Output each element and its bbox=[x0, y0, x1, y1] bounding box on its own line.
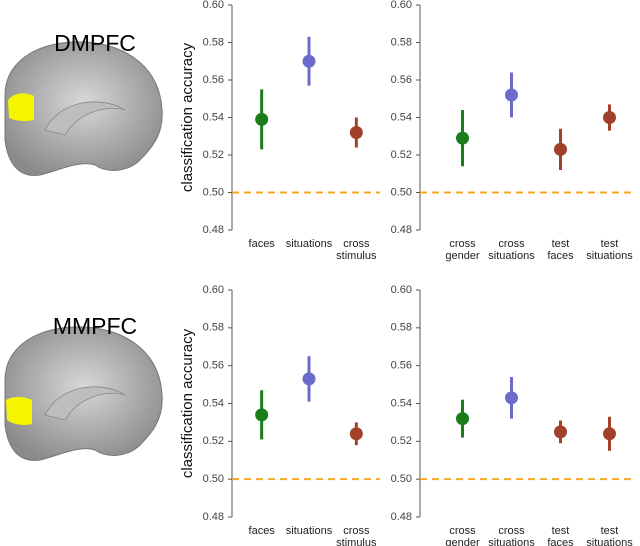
y-tick-label: 0.56 bbox=[203, 74, 224, 86]
data-point bbox=[603, 111, 616, 124]
y-axis-label: classification accuracy bbox=[179, 328, 196, 478]
data-point bbox=[603, 427, 616, 441]
y-tick-label: 0.58 bbox=[391, 36, 412, 48]
x-tick-label: cross situations bbox=[488, 238, 535, 262]
y-tick-label: 0.54 bbox=[391, 397, 412, 409]
data-point bbox=[505, 391, 518, 405]
x-tick-label: cross gender bbox=[445, 525, 480, 546]
y-tick-label: 0.52 bbox=[203, 149, 224, 161]
y-tick-label: 0.54 bbox=[391, 111, 412, 123]
y-tick-label: 0.52 bbox=[391, 149, 412, 161]
y-tick-label: 0.60 bbox=[203, 0, 224, 11]
x-tick-label: situations bbox=[286, 525, 333, 537]
data-point bbox=[255, 408, 269, 422]
y-tick-label: 0.48 bbox=[391, 224, 412, 236]
data-point bbox=[456, 412, 469, 426]
x-tick-label: situations bbox=[286, 238, 333, 250]
x-tick-label: test faces bbox=[547, 525, 574, 546]
roi-label: MMPFC bbox=[53, 313, 137, 339]
data-point bbox=[255, 112, 269, 126]
x-tick-label: cross stimulus bbox=[336, 238, 377, 262]
data-point bbox=[456, 131, 469, 145]
y-tick-label: 0.50 bbox=[203, 473, 224, 485]
y-tick-label: 0.52 bbox=[203, 435, 224, 447]
data-point bbox=[349, 126, 363, 139]
y-tick-label: 0.54 bbox=[203, 397, 224, 409]
x-tick-label: test faces bbox=[547, 238, 574, 262]
y-tick-label: 0.58 bbox=[203, 322, 224, 334]
y-tick-label: 0.56 bbox=[391, 360, 412, 372]
y-tick-label: 0.48 bbox=[391, 511, 412, 523]
y-tick-label: 0.54 bbox=[203, 111, 224, 123]
brain-image bbox=[4, 41, 163, 176]
data-point bbox=[554, 425, 567, 439]
y-tick-label: 0.60 bbox=[391, 284, 412, 296]
y-tick-label: 0.56 bbox=[391, 74, 412, 86]
x-tick-label: test situations bbox=[586, 525, 633, 546]
data-point bbox=[349, 427, 363, 441]
y-tick-label: 0.50 bbox=[391, 473, 412, 485]
y-tick-label: 0.58 bbox=[203, 36, 224, 48]
x-tick-label: cross stimulus bbox=[336, 525, 377, 546]
y-tick-label: 0.60 bbox=[391, 0, 412, 11]
roi-label: DMPFC bbox=[54, 30, 136, 56]
y-tick-label: 0.48 bbox=[203, 224, 224, 236]
y-tick-label: 0.60 bbox=[203, 284, 224, 296]
data-point bbox=[554, 142, 567, 156]
y-tick-label: 0.48 bbox=[203, 511, 224, 523]
y-tick-label: 0.56 bbox=[203, 360, 224, 372]
y-tick-label: 0.58 bbox=[391, 322, 412, 334]
data-point bbox=[505, 88, 518, 102]
x-tick-label: cross gender bbox=[445, 238, 480, 262]
data-point bbox=[302, 372, 316, 386]
brain-image bbox=[4, 326, 163, 461]
y-tick-label: 0.52 bbox=[391, 435, 412, 447]
x-tick-label: test situations bbox=[586, 238, 633, 262]
y-axis-label: classification accuracy bbox=[179, 42, 196, 192]
x-tick-label: cross situations bbox=[488, 525, 535, 546]
y-tick-label: 0.50 bbox=[203, 186, 224, 198]
y-tick-label: 0.50 bbox=[391, 186, 412, 198]
x-tick-label: faces bbox=[249, 238, 276, 250]
data-point bbox=[302, 54, 316, 68]
x-tick-label: faces bbox=[249, 525, 276, 537]
